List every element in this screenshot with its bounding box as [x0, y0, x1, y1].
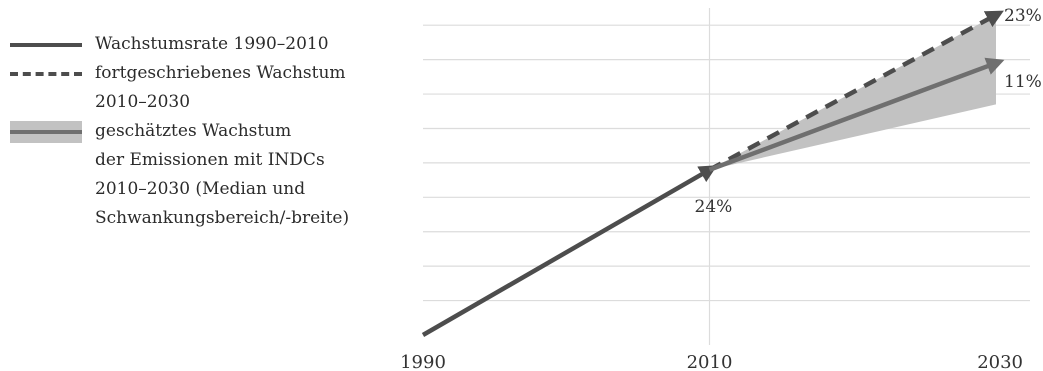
legend-label: fortgeschriebenes Wachstum 2010–2030: [95, 59, 346, 117]
gridlines: [423, 8, 1030, 345]
indc-median-line: [708, 57, 1005, 172]
x-tick-label: 2030: [977, 352, 1023, 371]
legend-line: 2010–2030 (Median und: [95, 179, 306, 199]
dashed-line-icon: [10, 72, 82, 76]
legend: Wachstumsrate 1990–2010 fortgeschriebene…: [0, 0, 400, 250]
projected-growth-line: [708, 10, 1004, 172]
label-24-percent: 24%: [695, 197, 733, 217]
growth-1990-2010-line: [421, 165, 718, 337]
label-23-percent: 23%: [1004, 6, 1042, 26]
x-tick-label: 2010: [687, 352, 733, 371]
legend-label: geschätztes Wachstum der Emissionen mit …: [95, 117, 349, 233]
series-lines: [421, 10, 1005, 337]
x-axis-ticks: 1990 2010 2030: [400, 352, 1023, 371]
data-labels: 24% 23% 11%: [695, 6, 1042, 217]
legend-line: geschätztes Wachstum: [95, 121, 292, 141]
legend-label: Wachstumsrate 1990–2010: [95, 30, 329, 59]
legend-line: der Emissionen mit INDCs: [95, 150, 325, 170]
label-11-percent: 11%: [1004, 72, 1042, 92]
legend-line: fortgeschriebenes Wachstum: [95, 63, 346, 83]
solid-line-icon: [10, 43, 82, 47]
band-median-icon: [10, 121, 82, 143]
x-tick-label: 1990: [400, 352, 446, 371]
legend-line: 2010–2030: [95, 92, 191, 112]
legend-line: Schwankungsbereich/-breite): [95, 208, 350, 228]
legend-line: Wachstumsrate 1990–2010: [95, 34, 329, 54]
